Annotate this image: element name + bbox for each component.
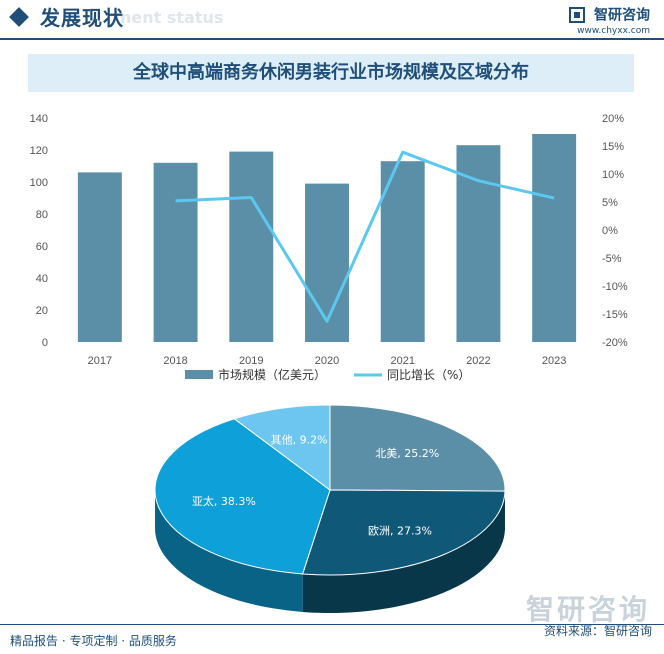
pie-slice-label: 其他, 9.2% (271, 433, 328, 446)
left-axis-tick-label: 120 (30, 145, 48, 157)
chart-title: 全球中高端商务休闲男装行业市场规模及区域分布 (133, 62, 529, 83)
pie-slice-label: 欧洲, 27.3% (368, 524, 432, 537)
left-axis-tick-label: 140 (30, 113, 48, 125)
bar (456, 145, 501, 342)
x-axis-tick-label: 2017 (88, 355, 112, 367)
footer-source: 资料来源：智研咨询 (543, 624, 652, 638)
x-axis-tick-label: 2021 (390, 355, 414, 367)
right-axis-tick-label: 15% (602, 141, 624, 153)
pie-slice (329, 404, 506, 492)
pie-slice-label: 北美, 25.2% (375, 447, 439, 460)
brand: 智研咨询 www.chyxx.com (568, 4, 650, 36)
bar (532, 134, 577, 342)
brand-url: www.chyxx.com (577, 25, 650, 36)
brand-logo-icon (568, 6, 585, 23)
right-axis-tick-label: -15% (602, 309, 628, 321)
footer-rule (0, 624, 664, 625)
x-axis-tick-label: 2023 (542, 355, 566, 367)
brand-name: 智研咨询 (594, 7, 650, 24)
pie-slice (301, 489, 506, 576)
chart-title-band: 全球中高端商务休闲男装行业市场规模及区域分布 (28, 54, 634, 92)
pie-slice-label: 亚太, 38.3% (192, 495, 256, 508)
watermark-logo: 智研咨询 (525, 593, 650, 626)
bar (77, 172, 122, 342)
right-axis-tick-label: -20% (602, 337, 628, 349)
left-axis-tick-label: 80 (36, 209, 48, 221)
bar (380, 161, 425, 342)
right-axis-tick-label: 5% (602, 197, 618, 209)
pie-side-wall (155, 490, 303, 612)
bar (305, 183, 349, 342)
header-rule (0, 38, 664, 40)
series-line (175, 150, 555, 323)
right-axis-tick-label: -10% (602, 281, 628, 293)
section-subtitle: nent status (120, 8, 224, 27)
legend-bar-swatch (185, 370, 213, 379)
footer-tagline: 精品报告 · 专项定制 · 品质服务 (10, 634, 177, 648)
bar (153, 162, 198, 342)
pie-side-wall (302, 491, 505, 614)
right-axis-tick-label: 20% (602, 113, 624, 125)
left-axis-tick-label: 0 (42, 337, 48, 349)
x-axis-tick-label: 2018 (163, 355, 187, 367)
legend-line-label: 同比增长（%） (387, 368, 470, 382)
x-axis-tick-label: 2020 (315, 355, 339, 367)
right-axis-tick-label: -5% (602, 253, 622, 265)
left-axis-tick-label: 40 (36, 273, 48, 285)
legend-bar-label: 市场规模（亿美元） (218, 367, 326, 382)
section-title: 发展现状 (40, 6, 124, 30)
x-axis-tick-label: 2022 (466, 355, 490, 367)
right-axis-tick-label: 10% (602, 169, 624, 181)
right-axis-tick-label: 0% (602, 225, 618, 237)
left-axis-tick-label: 100 (30, 177, 48, 189)
left-axis-tick-label: 20 (36, 305, 48, 317)
bar (229, 151, 274, 342)
x-axis-tick-label: 2019 (239, 355, 263, 367)
header: nent status 发展现状 智研咨询 www.chyxx.com (0, 0, 664, 40)
pie-slice (233, 404, 331, 491)
left-axis-tick-label: 60 (36, 241, 48, 253)
